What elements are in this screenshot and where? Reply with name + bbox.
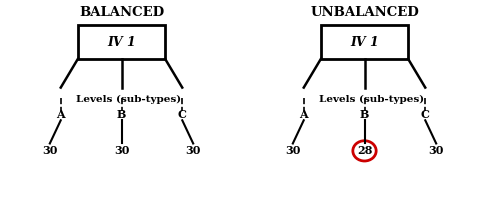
Text: BALANCED: BALANCED bbox=[79, 6, 164, 19]
Text: 28: 28 bbox=[357, 145, 372, 156]
Bar bbox=[321, 25, 408, 59]
Text: UNBALANCED: UNBALANCED bbox=[310, 6, 419, 19]
Text: A: A bbox=[56, 110, 65, 120]
Text: C: C bbox=[421, 110, 430, 120]
Bar bbox=[78, 25, 165, 59]
Text: IV 1: IV 1 bbox=[350, 36, 379, 49]
Text: IV 1: IV 1 bbox=[107, 36, 136, 49]
Text: 30: 30 bbox=[114, 145, 129, 156]
Text: 30: 30 bbox=[186, 145, 201, 156]
Text: 30: 30 bbox=[429, 145, 444, 156]
Text: Levels (sub-types): Levels (sub-types) bbox=[76, 95, 181, 104]
Text: Levels (sub-types): Levels (sub-types) bbox=[319, 95, 424, 104]
Text: 30: 30 bbox=[42, 145, 57, 156]
Text: B: B bbox=[360, 110, 369, 120]
Text: C: C bbox=[178, 110, 187, 120]
Text: 30: 30 bbox=[285, 145, 300, 156]
Text: B: B bbox=[117, 110, 126, 120]
Text: A: A bbox=[299, 110, 308, 120]
